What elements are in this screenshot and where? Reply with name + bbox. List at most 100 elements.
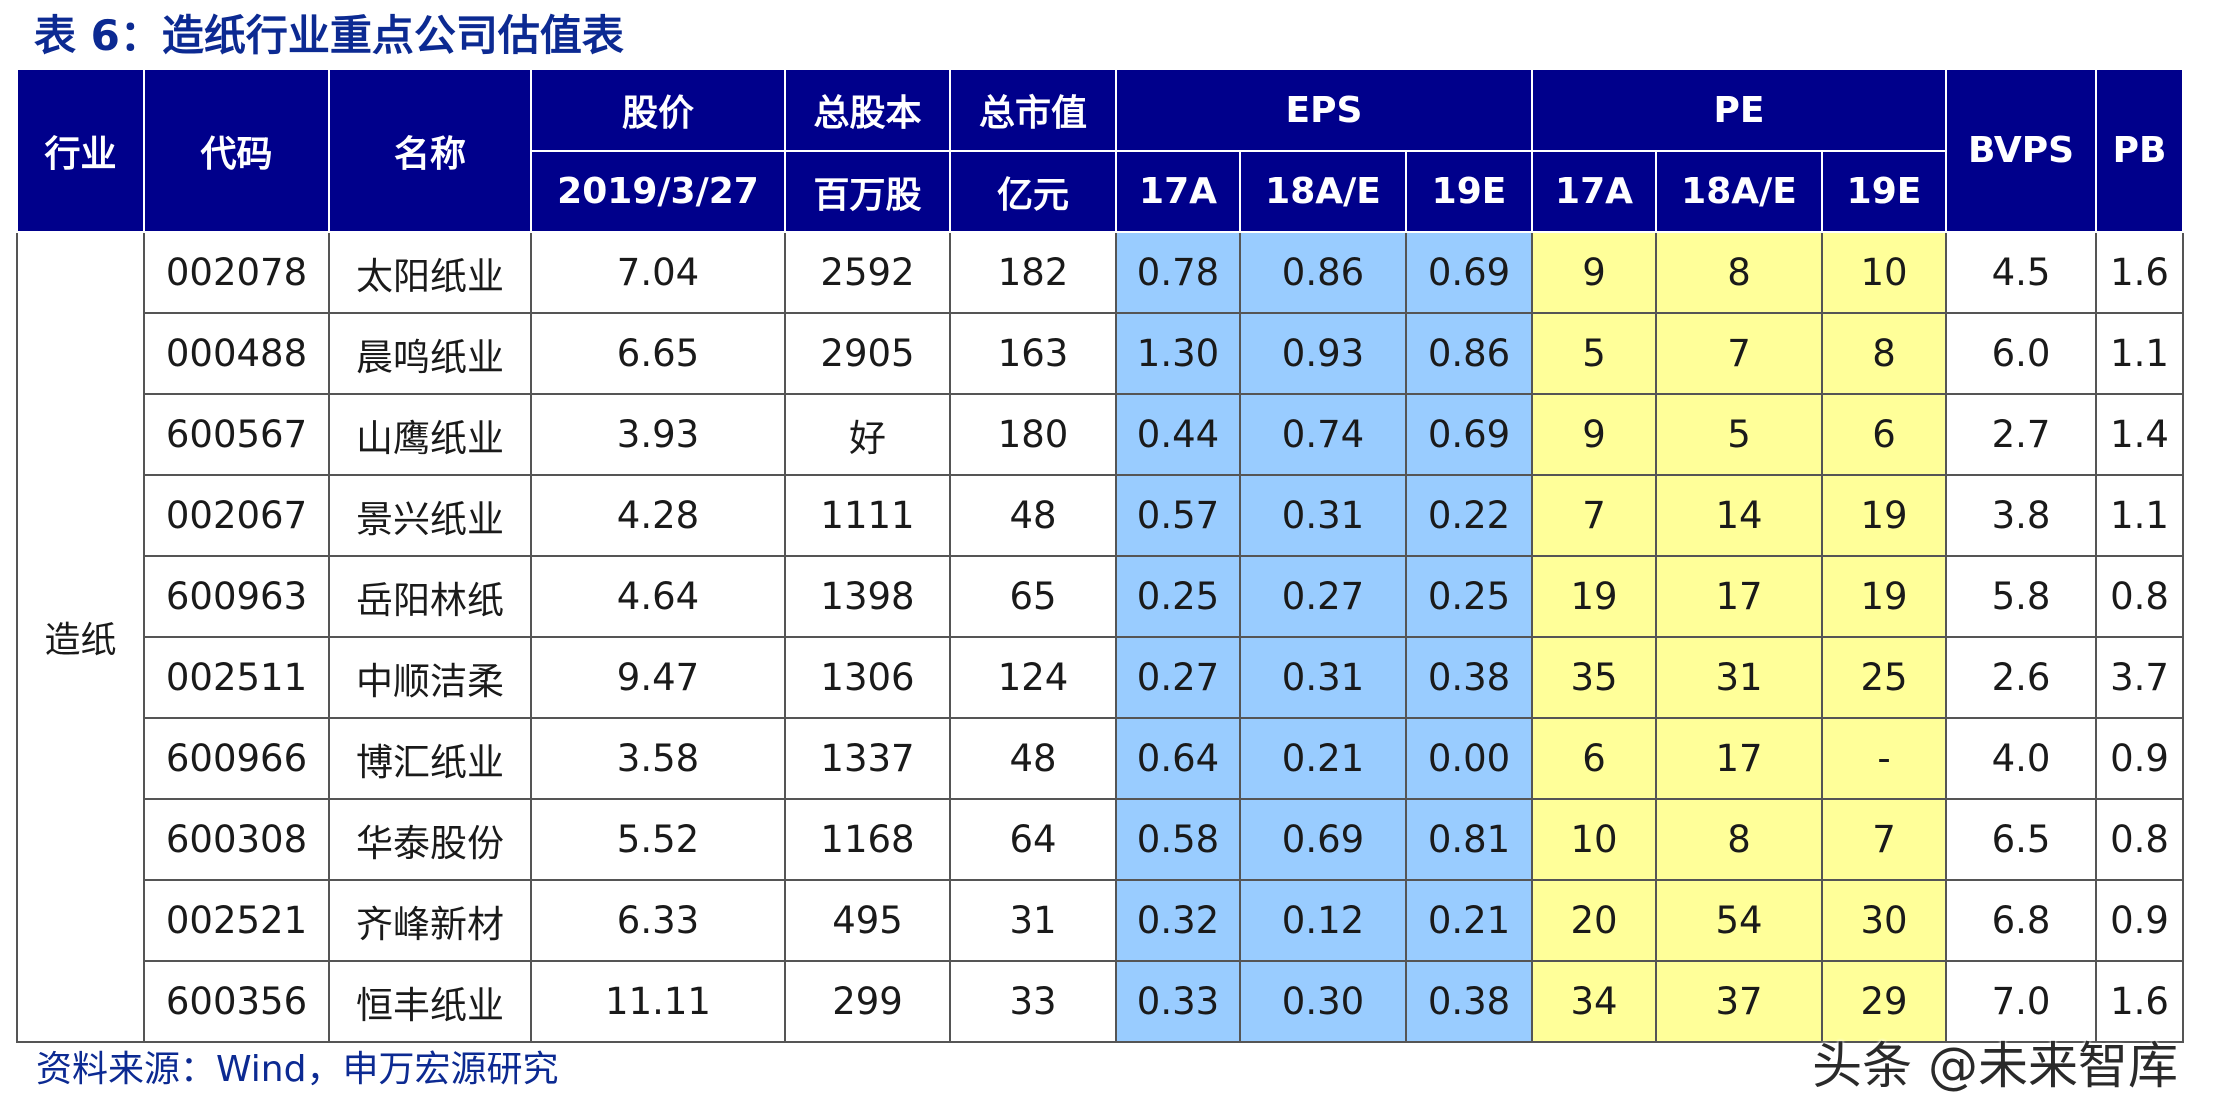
- code-cell: 600356: [143, 960, 330, 1043]
- eps-18ae-cell: 0.86: [1239, 231, 1407, 314]
- shares-cell: 2905: [784, 312, 951, 395]
- shares-cell: 2592: [784, 231, 951, 314]
- name-cell: 齐峰新材: [328, 879, 532, 962]
- pe-17a-cell: 9: [1531, 231, 1658, 314]
- pe-18ae-cell: 5: [1655, 393, 1824, 476]
- shares-cell: 1398: [784, 555, 951, 638]
- eps-19e-cell: 0.69: [1404, 231, 1534, 314]
- code-cell: 002067: [143, 474, 330, 557]
- eps-18ae-cell: 0.12: [1239, 879, 1407, 962]
- pe-19e-cell: 10: [1821, 231, 1948, 314]
- pe-19e-cell: 7: [1821, 798, 1948, 881]
- bvps-cell: 4.0: [1945, 717, 2098, 800]
- pb-cell: 1.1: [2095, 474, 2185, 557]
- pe-17a-cell: 34: [1531, 960, 1658, 1043]
- header-mktcap: 总市值: [949, 68, 1117, 152]
- shares-cell: 1306: [784, 636, 951, 719]
- mktcap-cell: 64: [949, 798, 1117, 881]
- bvps-cell: 4.5: [1945, 231, 2098, 314]
- pe-17a-cell: 35: [1531, 636, 1658, 719]
- header-eps-19e: 19E: [1404, 150, 1534, 233]
- eps-17a-cell: 0.27: [1115, 636, 1241, 719]
- bvps-cell: 6.5: [1945, 798, 2098, 881]
- header-bvps: BVPS: [1945, 68, 2098, 233]
- header-eps-17a: 17A: [1115, 150, 1241, 233]
- header-code: 代码: [143, 68, 330, 233]
- eps-19e-cell: 0.86: [1404, 312, 1534, 395]
- name-cell: 太阳纸业: [328, 231, 532, 314]
- pe-19e-cell: 29: [1821, 960, 1948, 1043]
- eps-19e-cell: 0.21: [1404, 879, 1534, 962]
- table-row: 600356 恒丰纸业 11.11 299 33 0.33 0.30 0.38 …: [17, 960, 2185, 1043]
- mktcap-cell: 31: [949, 879, 1117, 962]
- eps-18ae-cell: 0.31: [1239, 636, 1407, 719]
- eps-19e-cell: 0.22: [1404, 474, 1534, 557]
- name-cell: 晨鸣纸业: [328, 312, 532, 395]
- pe-17a-cell: 10: [1531, 798, 1658, 881]
- pb-cell: 0.9: [2095, 879, 2185, 962]
- pe-17a-cell: 6: [1531, 717, 1658, 800]
- header-pe-17a: 17A: [1531, 150, 1658, 233]
- pe-17a-cell: 20: [1531, 879, 1658, 962]
- table-row: 000488 晨鸣纸业 6.65 2905 163 1.30 0.93 0.86…: [17, 312, 2185, 395]
- pe-17a-cell: 7: [1531, 474, 1658, 557]
- pe-18ae-cell: 31: [1655, 636, 1824, 719]
- mktcap-cell: 163: [949, 312, 1117, 395]
- mktcap-cell: 48: [949, 717, 1117, 800]
- table-row: 600567 山鹰纸业 3.93 好 180 0.44 0.74 0.69 9 …: [17, 393, 2185, 476]
- header-price: 股价: [530, 68, 786, 152]
- price-cell: 4.28: [530, 474, 786, 557]
- header-shares: 总股本: [784, 68, 951, 152]
- eps-18ae-cell: 0.27: [1239, 555, 1407, 638]
- eps-18ae-cell: 0.69: [1239, 798, 1407, 881]
- price-cell: 5.52: [530, 798, 786, 881]
- price-cell: 11.11: [530, 960, 786, 1043]
- watermark: 头条 @未来智库: [1812, 1037, 2178, 1095]
- pb-cell: 0.9: [2095, 717, 2185, 800]
- pe-18ae-cell: 17: [1655, 555, 1824, 638]
- header-pe: PE: [1531, 68, 1948, 152]
- code-cell: 600966: [143, 717, 330, 800]
- mktcap-cell: 124: [949, 636, 1117, 719]
- shares-cell: 好: [784, 393, 951, 476]
- mktcap-cell: 180: [949, 393, 1117, 476]
- pe-18ae-cell: 8: [1655, 798, 1824, 881]
- bvps-cell: 2.6: [1945, 636, 2098, 719]
- table-row: 002521 齐峰新材 6.33 495 31 0.32 0.12 0.21 2…: [17, 879, 2185, 962]
- table-row: 造纸 002078 太阳纸业 7.04 2592 182 0.78 0.86 0…: [16, 231, 2185, 1043]
- bvps-cell: 6.0: [1945, 312, 2098, 395]
- bvps-cell: 2.7: [1945, 393, 2098, 476]
- eps-17a-cell: 0.25: [1115, 555, 1241, 638]
- pe-19e-cell: 19: [1821, 474, 1948, 557]
- pe-18ae-cell: 37: [1655, 960, 1824, 1043]
- table-row: 002067 景兴纸业 4.28 1111 48 0.57 0.31 0.22 …: [17, 474, 2185, 557]
- pe-17a-cell: 9: [1531, 393, 1658, 476]
- pe-19e-cell: 19: [1821, 555, 1948, 638]
- pe-19e-cell: -: [1821, 717, 1948, 800]
- source-note: 资料来源：Wind，申万宏源研究: [36, 1049, 559, 1090]
- pe-18ae-cell: 7: [1655, 312, 1824, 395]
- code-cell: 002078: [143, 231, 330, 314]
- price-cell: 9.47: [530, 636, 786, 719]
- pe-19e-cell: 6: [1821, 393, 1948, 476]
- pe-17a-cell: 19: [1531, 555, 1658, 638]
- price-cell: 4.64: [530, 555, 786, 638]
- bvps-cell: 5.8: [1945, 555, 2098, 638]
- pe-19e-cell: 8: [1821, 312, 1948, 395]
- price-cell: 6.65: [530, 312, 786, 395]
- eps-17a-cell: 0.58: [1115, 798, 1241, 881]
- pb-cell: 3.7: [2095, 636, 2185, 719]
- pe-18ae-cell: 14: [1655, 474, 1824, 557]
- pe-17a-cell: 5: [1531, 312, 1658, 395]
- eps-19e-cell: 0.38: [1404, 960, 1534, 1043]
- shares-cell: 1337: [784, 717, 951, 800]
- code-cell: 000488: [143, 312, 330, 395]
- price-cell: 3.93: [530, 393, 786, 476]
- code-cell: 600963: [143, 555, 330, 638]
- name-cell: 景兴纸业: [328, 474, 532, 557]
- header-eps-18ae: 18A/E: [1239, 150, 1407, 233]
- pe-19e-cell: 30: [1821, 879, 1948, 962]
- shares-cell: 299: [784, 960, 951, 1043]
- code-cell: 600308: [143, 798, 330, 881]
- header-pb: PB: [2095, 68, 2185, 233]
